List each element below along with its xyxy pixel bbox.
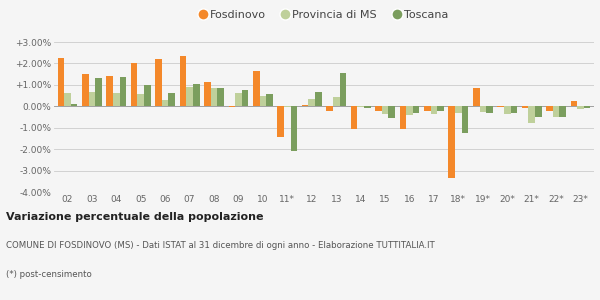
Bar <box>546 106 553 111</box>
Bar <box>388 106 395 118</box>
Bar <box>162 100 169 106</box>
Bar <box>113 93 119 106</box>
Bar <box>144 85 151 106</box>
Bar <box>351 106 358 129</box>
Bar <box>479 106 486 112</box>
Bar <box>448 106 455 178</box>
Bar <box>461 106 468 133</box>
Bar <box>584 106 590 108</box>
Bar <box>290 106 297 151</box>
Text: Variazione percentuale della popolazione: Variazione percentuale della popolazione <box>6 212 263 221</box>
Bar <box>406 106 413 115</box>
Bar <box>431 106 437 114</box>
Bar <box>340 73 346 106</box>
Bar <box>375 106 382 111</box>
Bar <box>486 106 493 113</box>
Bar <box>424 106 431 111</box>
Bar <box>180 56 187 106</box>
Bar <box>302 105 308 106</box>
Bar <box>535 106 542 117</box>
Bar <box>364 106 371 108</box>
Bar <box>187 87 193 106</box>
Bar <box>511 106 517 113</box>
Bar <box>522 106 529 108</box>
Bar <box>326 106 333 111</box>
Bar <box>315 92 322 106</box>
Bar <box>455 106 461 113</box>
Text: COMUNE DI FOSDINOVO (MS) - Dati ISTAT al 31 dicembre di ogni anno - Elaborazione: COMUNE DI FOSDINOVO (MS) - Dati ISTAT al… <box>6 242 435 250</box>
Bar <box>504 106 511 114</box>
Bar <box>284 106 290 107</box>
Bar <box>137 94 144 106</box>
Text: (*) post-censimento: (*) post-censimento <box>6 270 92 279</box>
Bar <box>559 106 566 117</box>
Bar <box>106 76 113 106</box>
Bar <box>413 106 419 113</box>
Bar <box>253 71 260 106</box>
Bar <box>260 96 266 106</box>
Bar <box>211 88 217 106</box>
Bar <box>497 106 504 107</box>
Bar <box>571 101 577 106</box>
Bar <box>204 82 211 106</box>
Bar <box>71 104 77 106</box>
Bar <box>95 78 102 106</box>
Bar <box>64 93 71 106</box>
Bar <box>119 77 126 106</box>
Bar <box>169 93 175 106</box>
Bar <box>400 106 406 129</box>
Bar <box>235 93 242 106</box>
Legend: Fosdinovo, Provincia di MS, Toscana: Fosdinovo, Provincia di MS, Toscana <box>196 6 452 24</box>
Bar <box>229 106 235 107</box>
Bar <box>242 90 248 106</box>
Bar <box>58 58 64 106</box>
Bar <box>529 106 535 123</box>
Bar <box>437 106 444 111</box>
Bar <box>82 74 89 106</box>
Bar <box>382 106 388 114</box>
Bar <box>308 99 315 106</box>
Bar <box>89 92 95 106</box>
Bar <box>193 84 200 106</box>
Bar <box>266 94 273 106</box>
Bar <box>217 88 224 106</box>
Bar <box>333 97 340 106</box>
Bar <box>577 106 584 109</box>
Bar <box>358 106 364 107</box>
Bar <box>155 59 162 106</box>
Bar <box>473 88 479 106</box>
Bar <box>553 106 559 117</box>
Bar <box>277 106 284 137</box>
Bar <box>131 63 137 106</box>
